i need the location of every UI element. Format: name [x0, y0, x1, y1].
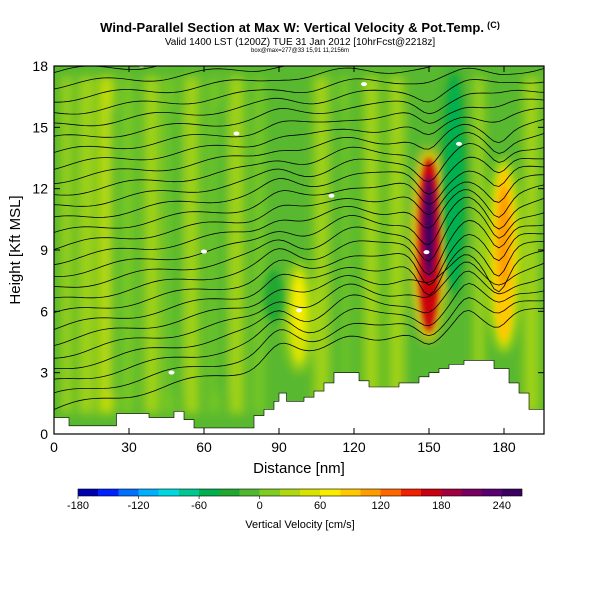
y-tick-label: 9 — [40, 242, 48, 258]
downdraft-core — [449, 97, 459, 227]
theta-contour — [54, 282, 544, 380]
theta-contour — [54, 307, 544, 410]
y-tick-label: 15 — [32, 119, 48, 135]
y-axis-title: Height [Kft MSL] — [7, 195, 24, 304]
velocity-band — [184, 76, 199, 414]
theta-contour — [54, 241, 544, 330]
velocity-band — [524, 76, 539, 414]
x-tick-label: 30 — [121, 439, 137, 455]
theta-contour — [54, 174, 544, 250]
colorbar-tick-label: -60 — [191, 500, 207, 512]
theta-contour-label — [233, 131, 240, 136]
velocity-band — [229, 76, 244, 414]
velocity-band — [254, 76, 264, 414]
plot-area — [54, 66, 544, 434]
velocity-band — [389, 76, 404, 414]
x-tick-label: 150 — [417, 439, 441, 455]
theta-contour — [54, 156, 544, 218]
x-axis-ticks: 0 30 60 90 120 150 180 — [50, 66, 516, 455]
theta-contour — [54, 261, 544, 359]
theta-contour — [54, 98, 544, 153]
theta-contour — [54, 66, 288, 90]
x-axis-title: Distance [nm] — [253, 460, 345, 477]
theta-contour — [54, 270, 544, 369]
theta-contour — [54, 297, 544, 394]
chart-title-text: Wind-Parallel Section at Max W: Vertical… — [100, 20, 485, 35]
colorbar-tick-label: 0 — [257, 500, 263, 512]
title-mark: (C) — [487, 20, 500, 30]
theta-contours — [54, 66, 544, 410]
theta-contour — [54, 107, 544, 170]
colorbar: -180 -120 -60 0 60 120 180 240 Vertical Velocit… — [67, 488, 523, 531]
theta-contour — [54, 196, 544, 278]
theta-contour — [54, 206, 544, 288]
velocity-band-dark — [109, 106, 119, 394]
velocity-band — [144, 76, 159, 414]
theta-contour — [54, 250, 544, 346]
colorbar-strip — [77, 488, 523, 497]
theta-contour — [54, 79, 544, 127]
x-tick-label: 120 — [342, 439, 366, 455]
y-tick-label: 3 — [40, 365, 48, 381]
colorbar-title: Vertical Velocity [cm/s] — [245, 519, 354, 531]
theta-contour — [54, 165, 544, 233]
theta-contour-label — [361, 82, 367, 87]
theta-contour-label — [456, 141, 462, 146]
theta-contour-label — [201, 249, 207, 254]
x-tick-label: 0 — [50, 439, 58, 455]
theta-contour — [54, 233, 544, 313]
colorbar-tick-label: -180 — [67, 500, 89, 512]
theta-contour-label — [328, 193, 335, 198]
chart-title: Wind-Parallel Section at Max W: Vertical… — [0, 20, 600, 35]
theta-contour — [54, 142, 544, 207]
velocity-band-dark — [334, 106, 344, 394]
y-tick-label: 12 — [32, 181, 48, 197]
y-tick-label: 18 — [32, 58, 48, 74]
chart-subtitle: Valid 1400 LST (1200Z) TUE 31 Jan 2012 [… — [164, 37, 436, 48]
x-tick-label: 60 — [196, 439, 212, 455]
velocity-band-dark — [214, 106, 229, 394]
theta-contour — [54, 66, 160, 73]
y-tick-label: 0 — [40, 426, 48, 442]
chart-subsubtitle: box@max=277@33 15,91 11,2156m — [251, 48, 349, 54]
y-axis-ticks: 0 3 6 9 12 15 18 — [32, 58, 544, 442]
velocity-band — [474, 76, 484, 414]
theta-contour — [54, 132, 544, 196]
velocity-band-dark — [169, 106, 184, 394]
velocity-band — [121, 76, 134, 414]
theta-contour — [54, 118, 544, 184]
theta-contour-labels — [138, 66, 462, 375]
x-tick-label: 180 — [492, 439, 516, 455]
y-tick-label: 6 — [40, 303, 48, 319]
theta-contour-label — [296, 308, 302, 313]
colorbar-tick-label: -120 — [128, 500, 150, 512]
colorbar-tick-label: 120 — [372, 500, 390, 512]
theta-contour — [54, 219, 544, 299]
x-tick-label: 90 — [271, 439, 287, 455]
velocity-band — [79, 76, 94, 414]
theta-contour-label — [423, 250, 430, 255]
terrain — [54, 360, 544, 434]
colorbar-tick-label: 60 — [314, 500, 326, 512]
downdraft-core — [269, 275, 279, 307]
theta-contour — [54, 66, 434, 103]
colorbar-tick-label: 240 — [493, 500, 511, 512]
colorbar-tick-label: 180 — [432, 500, 450, 512]
colorbar-ticks: -180 -120 -60 0 60 120 180 240 — [67, 496, 511, 512]
theta-contour-label — [168, 370, 175, 375]
theta-contour — [54, 184, 544, 266]
theta-contour — [54, 89, 544, 138]
theta-contour — [54, 67, 544, 115]
velocity-band — [364, 76, 379, 414]
